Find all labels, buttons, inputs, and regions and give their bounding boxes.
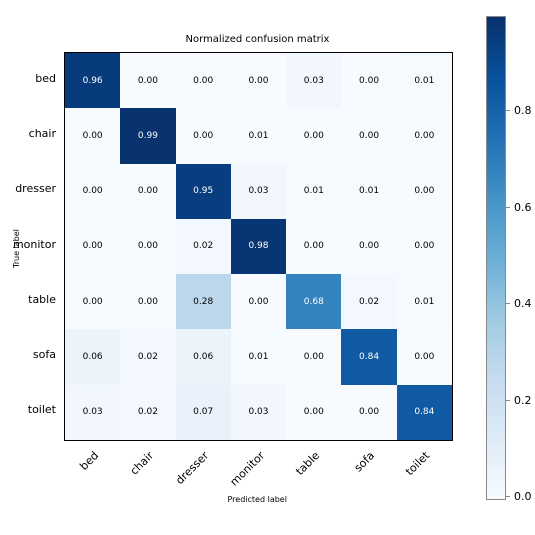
matrix-cell: 0.00: [397, 329, 452, 384]
matrix-cell: 0.28: [176, 274, 231, 329]
x-axis-label: Predicted label: [228, 495, 287, 504]
y-axis-label: True label: [12, 229, 21, 268]
matrix-cell: 0.00: [120, 274, 175, 329]
matrix-cell: 0.00: [231, 274, 286, 329]
x-tick: dresser: [160, 449, 212, 501]
matrix-cell: 0.00: [341, 53, 396, 108]
matrix-cell: 0.00: [286, 219, 341, 274]
matrix-cell: 0.00: [176, 53, 231, 108]
matrix-cell: 0.01: [341, 164, 396, 219]
matrix-cell: 0.01: [231, 329, 286, 384]
chart-title: Normalized confusion matrix: [64, 34, 451, 45]
colorbar-tick: 0.4: [506, 297, 532, 310]
matrix-cell: 0.95: [176, 164, 231, 219]
matrix-cell: 0.98: [231, 219, 286, 274]
colorbar-tick: 0.2: [506, 394, 532, 407]
x-tick: bed: [49, 449, 101, 501]
matrix-cell: 0.84: [341, 329, 396, 384]
y-tick: sofa: [0, 348, 56, 361]
matrix-cell: 0.00: [120, 164, 175, 219]
matrix-cell: 0.03: [231, 385, 286, 440]
matrix-cell: 0.01: [397, 274, 452, 329]
matrix-cell: 0.00: [286, 108, 341, 163]
matrix-cell: 0.01: [397, 53, 452, 108]
matrix-cell: 0.84: [397, 385, 452, 440]
matrix-cell: 0.03: [286, 53, 341, 108]
matrix-cell: 0.03: [65, 385, 120, 440]
matrix-cell: 0.00: [176, 108, 231, 163]
matrix-cell: 0.00: [65, 108, 120, 163]
matrix-cell: 0.68: [286, 274, 341, 329]
matrix-cell: 0.00: [65, 219, 120, 274]
x-tick: toilet: [381, 449, 433, 501]
x-tick: sofa: [326, 449, 378, 501]
y-tick: chair: [0, 127, 56, 140]
y-tick: monitor: [0, 238, 56, 251]
y-tick: toilet: [0, 403, 56, 416]
colorbar: 0.00.20.40.60.8: [486, 16, 535, 498]
x-tick: table: [270, 449, 322, 501]
matrix-cell: 0.03: [231, 164, 286, 219]
matrix-cell: 0.06: [176, 329, 231, 384]
x-tick: chair: [104, 449, 156, 501]
matrix-cell: 0.00: [397, 219, 452, 274]
matrix-cell: 0.00: [286, 385, 341, 440]
matrix-cell: 0.00: [65, 164, 120, 219]
matrix-cell: 0.02: [176, 219, 231, 274]
colorbar-tick: 0.6: [506, 201, 532, 214]
matrix-cell: 0.00: [120, 53, 175, 108]
colorbar-tick: 0.0: [506, 490, 532, 503]
matrix-cell: 0.01: [286, 164, 341, 219]
confusion-matrix: 0.960.000.000.000.030.000.010.000.990.00…: [64, 52, 453, 441]
matrix-cell: 0.02: [120, 385, 175, 440]
colorbar-tick: 0.8: [506, 104, 532, 117]
matrix-cell: 0.00: [286, 329, 341, 384]
matrix-cell: 0.00: [65, 274, 120, 329]
y-tick: bed: [0, 72, 56, 85]
y-tick: dresser: [0, 182, 56, 195]
matrix-cell: 0.02: [120, 329, 175, 384]
y-tick: table: [0, 293, 56, 306]
matrix-cell: 0.02: [341, 274, 396, 329]
matrix-cell: 0.00: [231, 53, 286, 108]
matrix-cell: 0.06: [65, 329, 120, 384]
matrix-cell: 0.00: [397, 108, 452, 163]
matrix-cell: 0.00: [120, 219, 175, 274]
matrix-cell: 0.99: [120, 108, 175, 163]
matrix-cell: 0.07: [176, 385, 231, 440]
matrix-cell: 0.00: [341, 108, 396, 163]
matrix-cell: 0.00: [397, 164, 452, 219]
matrix-cell: 0.00: [341, 219, 396, 274]
matrix-cell: 0.96: [65, 53, 120, 108]
matrix-cell: 0.00: [341, 385, 396, 440]
colorbar-gradient: [486, 16, 506, 500]
x-tick: monitor: [215, 449, 267, 501]
matrix-cell: 0.01: [231, 108, 286, 163]
